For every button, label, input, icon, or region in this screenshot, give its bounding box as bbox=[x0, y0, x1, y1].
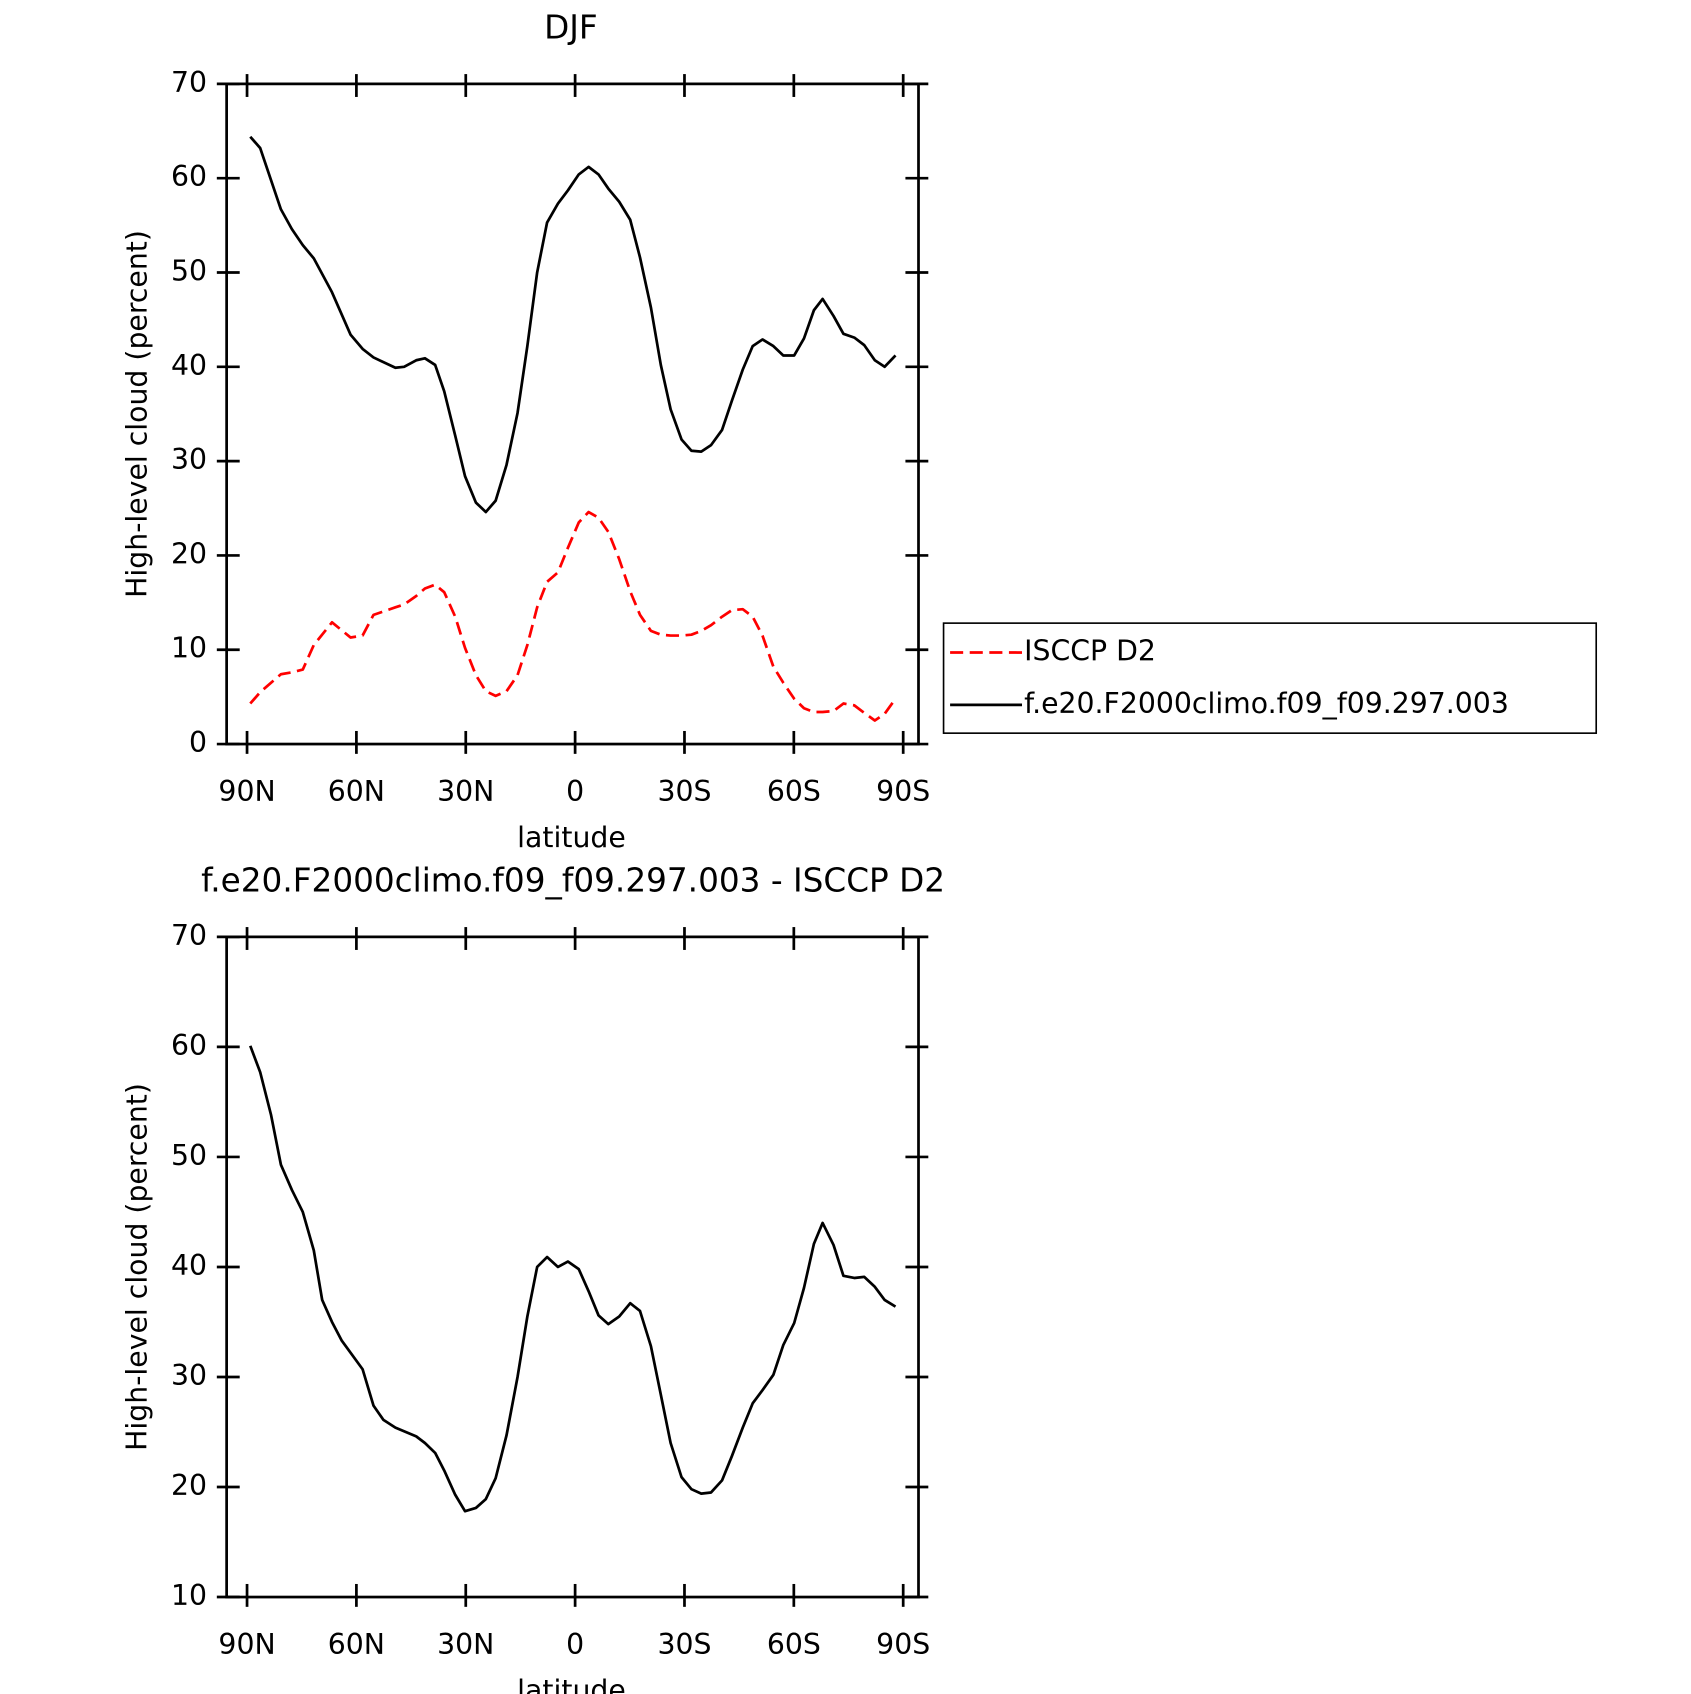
x-tick-label: 30N bbox=[437, 1628, 494, 1661]
x-tick-label: 60N bbox=[328, 1628, 385, 1661]
y-tick-label: 30 bbox=[171, 443, 207, 476]
y-tick-label: 20 bbox=[171, 537, 207, 570]
x-tick-label: 60N bbox=[328, 775, 385, 808]
x-tick-label: 90S bbox=[876, 775, 930, 808]
y-tick-label: 50 bbox=[171, 1139, 207, 1172]
x-tick-label: 60S bbox=[767, 775, 821, 808]
y-tick-label: 50 bbox=[171, 255, 207, 288]
y-tick-label: 60 bbox=[171, 1029, 207, 1062]
plot-frame bbox=[225, 935, 920, 1599]
legend-label: ISCCP D2 bbox=[1024, 635, 1156, 668]
x-tick-label: 30S bbox=[657, 775, 711, 808]
y-tick-label: 70 bbox=[171, 66, 207, 99]
data-line bbox=[249, 135, 897, 514]
x-axis-label: latitude bbox=[517, 821, 626, 854]
y-tick-label: 70 bbox=[171, 919, 207, 952]
y-tick-label: 20 bbox=[171, 1469, 207, 1502]
legend-label: f.e20.F2000climo.f09_f09.297.003 bbox=[1024, 687, 1509, 720]
chart-title: f.e20.F2000climo.f09_f09.297.003 - ISCCP… bbox=[201, 861, 945, 899]
legend-box bbox=[942, 622, 1598, 734]
y-tick-label: 10 bbox=[171, 632, 207, 665]
y-tick-label: 40 bbox=[171, 1249, 207, 1282]
x-tick-label: 0 bbox=[566, 775, 584, 808]
x-axis-label: latitude bbox=[517, 1674, 626, 1694]
x-tick-label: 90N bbox=[218, 1628, 275, 1661]
y-tick-label: 60 bbox=[171, 160, 207, 193]
data-line bbox=[249, 510, 897, 722]
y-tick-label: 30 bbox=[171, 1359, 207, 1392]
y-axis-label: High-level cloud (percent) bbox=[120, 230, 153, 598]
y-tick-label: 10 bbox=[171, 1579, 207, 1612]
y-tick-label: 0 bbox=[189, 726, 207, 759]
y-axis-label: High-level cloud (percent) bbox=[120, 1083, 153, 1451]
x-tick-label: 0 bbox=[566, 1628, 584, 1661]
y-tick-label: 40 bbox=[171, 349, 207, 382]
x-tick-label: 30S bbox=[657, 1628, 711, 1661]
plot-frame bbox=[225, 82, 920, 746]
x-tick-label: 90S bbox=[876, 1628, 930, 1661]
x-tick-label: 60S bbox=[767, 1628, 821, 1661]
data-line bbox=[248, 1045, 897, 1513]
x-tick-label: 30N bbox=[437, 775, 494, 808]
chart-title: DJF bbox=[544, 8, 598, 46]
x-tick-label: 90N bbox=[218, 775, 275, 808]
